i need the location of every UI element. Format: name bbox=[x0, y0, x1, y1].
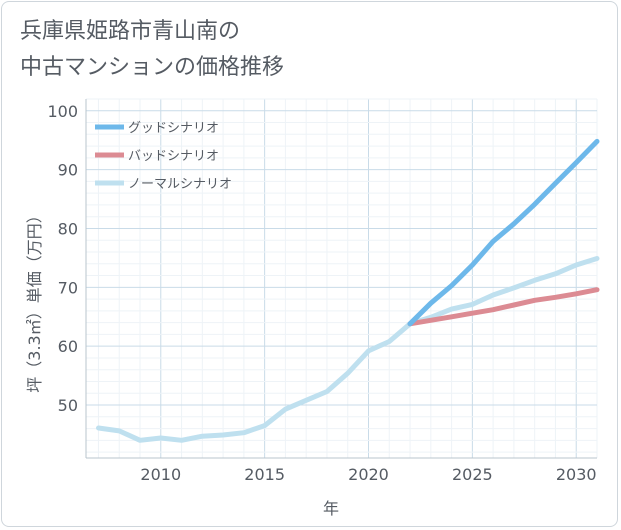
chart-title-line-2: 中古マンションの価格推移 bbox=[20, 55, 285, 80]
y-tick-labels: 50 60 70 80 90 100 bbox=[47, 102, 78, 415]
y-tick-label: 80 bbox=[58, 219, 78, 238]
y-axis-label: 坪（3.3㎡）単価（万円） bbox=[25, 207, 44, 392]
x-tick-label: 2015 bbox=[244, 465, 285, 484]
y-tick-label: 100 bbox=[47, 102, 78, 121]
x-tick-label: 2020 bbox=[348, 465, 389, 484]
series-lines bbox=[96, 138, 600, 443]
x-tick-label: 2010 bbox=[140, 465, 181, 484]
x-axis-label: 年 bbox=[323, 499, 339, 518]
y-tick-label: 70 bbox=[58, 278, 78, 297]
x-tick-label: 2025 bbox=[452, 465, 493, 484]
plot-frame bbox=[85, 99, 597, 459]
series-line-3 bbox=[96, 256, 600, 443]
legend-label-1: グッドシナリオ bbox=[128, 121, 219, 136]
chart-title-line-1: 兵庫県姫路市青山南の bbox=[20, 19, 241, 44]
y-tick-label: 60 bbox=[58, 337, 78, 356]
grid-lines bbox=[86, 98, 598, 458]
x-tick-label: 2030 bbox=[556, 465, 597, 484]
chart-title: 兵庫県姫路市青山南の 中古マンションの価格推移 bbox=[20, 14, 284, 86]
y-tick-label: 50 bbox=[58, 396, 78, 415]
y-tick-label: 90 bbox=[58, 161, 78, 180]
legend-label-2: バッドシナリオ bbox=[128, 149, 219, 164]
series-line-2 bbox=[407, 287, 600, 327]
legend-label-3: ノーマルシナリオ bbox=[128, 177, 232, 192]
x-tick-labels: 2010 2015 2020 2025 2030 bbox=[140, 465, 596, 484]
series-line-1 bbox=[407, 138, 600, 327]
